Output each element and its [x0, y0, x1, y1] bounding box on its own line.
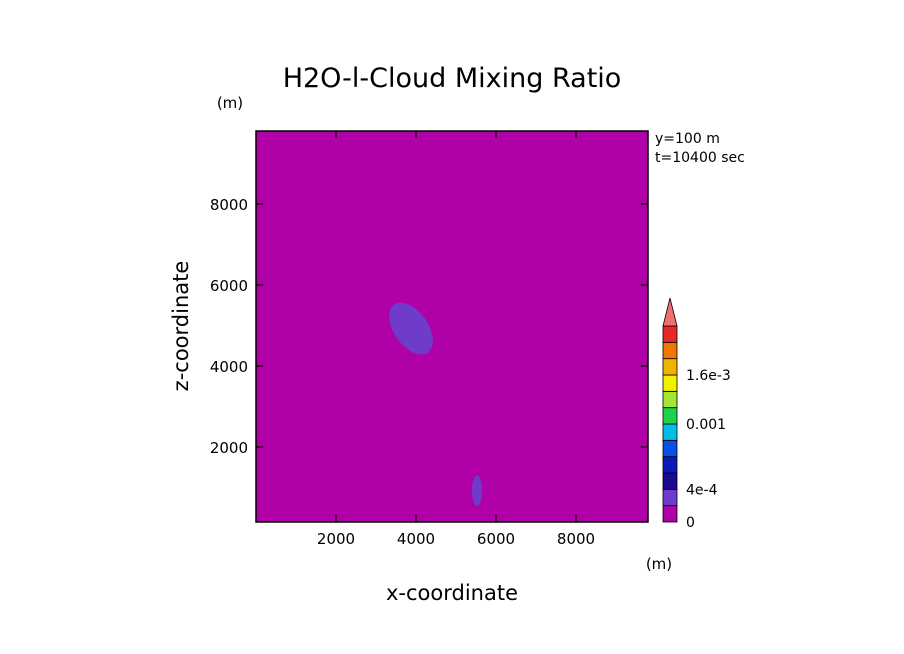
- x-tick-label: 6000: [477, 530, 515, 548]
- y-tick-label: 6000: [210, 277, 248, 295]
- plot-frame: [255, 130, 649, 523]
- colorbar-segment: [662, 358, 678, 376]
- colorbar-tick-label: 0.001: [686, 417, 726, 433]
- colorbar-tick-label: 4e-4: [686, 482, 718, 498]
- chart-title: H2O-l-Cloud Mixing Ratio: [283, 63, 622, 94]
- cloud-patch-1: [472, 475, 482, 506]
- colorbar-segment: [662, 407, 678, 425]
- colorbar: 0 4e-4 0.001 1.6e-3: [662, 297, 731, 531]
- y-tick-label: 4000: [210, 358, 248, 376]
- colorbar-segment: [662, 423, 678, 441]
- x-unit-label: (m): [646, 555, 672, 573]
- colorbar-segment: [662, 439, 678, 458]
- y-tick-label: 2000: [210, 439, 248, 457]
- colorbar-tick-label: 1.6e-3: [686, 368, 731, 384]
- colorbar-segment: [662, 456, 678, 474]
- y-axis-ticks: 2000 4000 6000 8000: [210, 196, 648, 457]
- colorbar-over-arrow: [662, 297, 678, 327]
- colorbar-segment: [662, 325, 678, 343]
- colorbar-segment: [662, 341, 678, 360]
- cloud-patch-0: [389, 302, 433, 355]
- colorbar-segment: [662, 488, 678, 507]
- field-background: [256, 131, 648, 522]
- colorbar-segment: [662, 390, 678, 409]
- y-unit-label: (m): [217, 94, 243, 112]
- colorbar-tick-label: 0: [686, 515, 695, 531]
- y-tick-label: 8000: [210, 196, 248, 214]
- annotation-time: t=10400 sec: [655, 150, 745, 166]
- x-tick-label: 8000: [557, 530, 595, 548]
- y-axis-label: z-coordinate: [169, 261, 193, 392]
- x-tick-label: 2000: [317, 530, 355, 548]
- annotation-y-slice: y=100 m: [655, 131, 720, 147]
- x-axis-ticks: 2000 4000 6000 8000: [317, 131, 595, 548]
- colorbar-segment: [662, 374, 678, 392]
- x-tick-label: 4000: [397, 530, 435, 548]
- plot-area: [255, 130, 649, 523]
- x-axis-label: x-coordinate: [386, 581, 518, 605]
- colorbar-segment: [662, 472, 678, 490]
- colorbar-segment: [662, 505, 678, 523]
